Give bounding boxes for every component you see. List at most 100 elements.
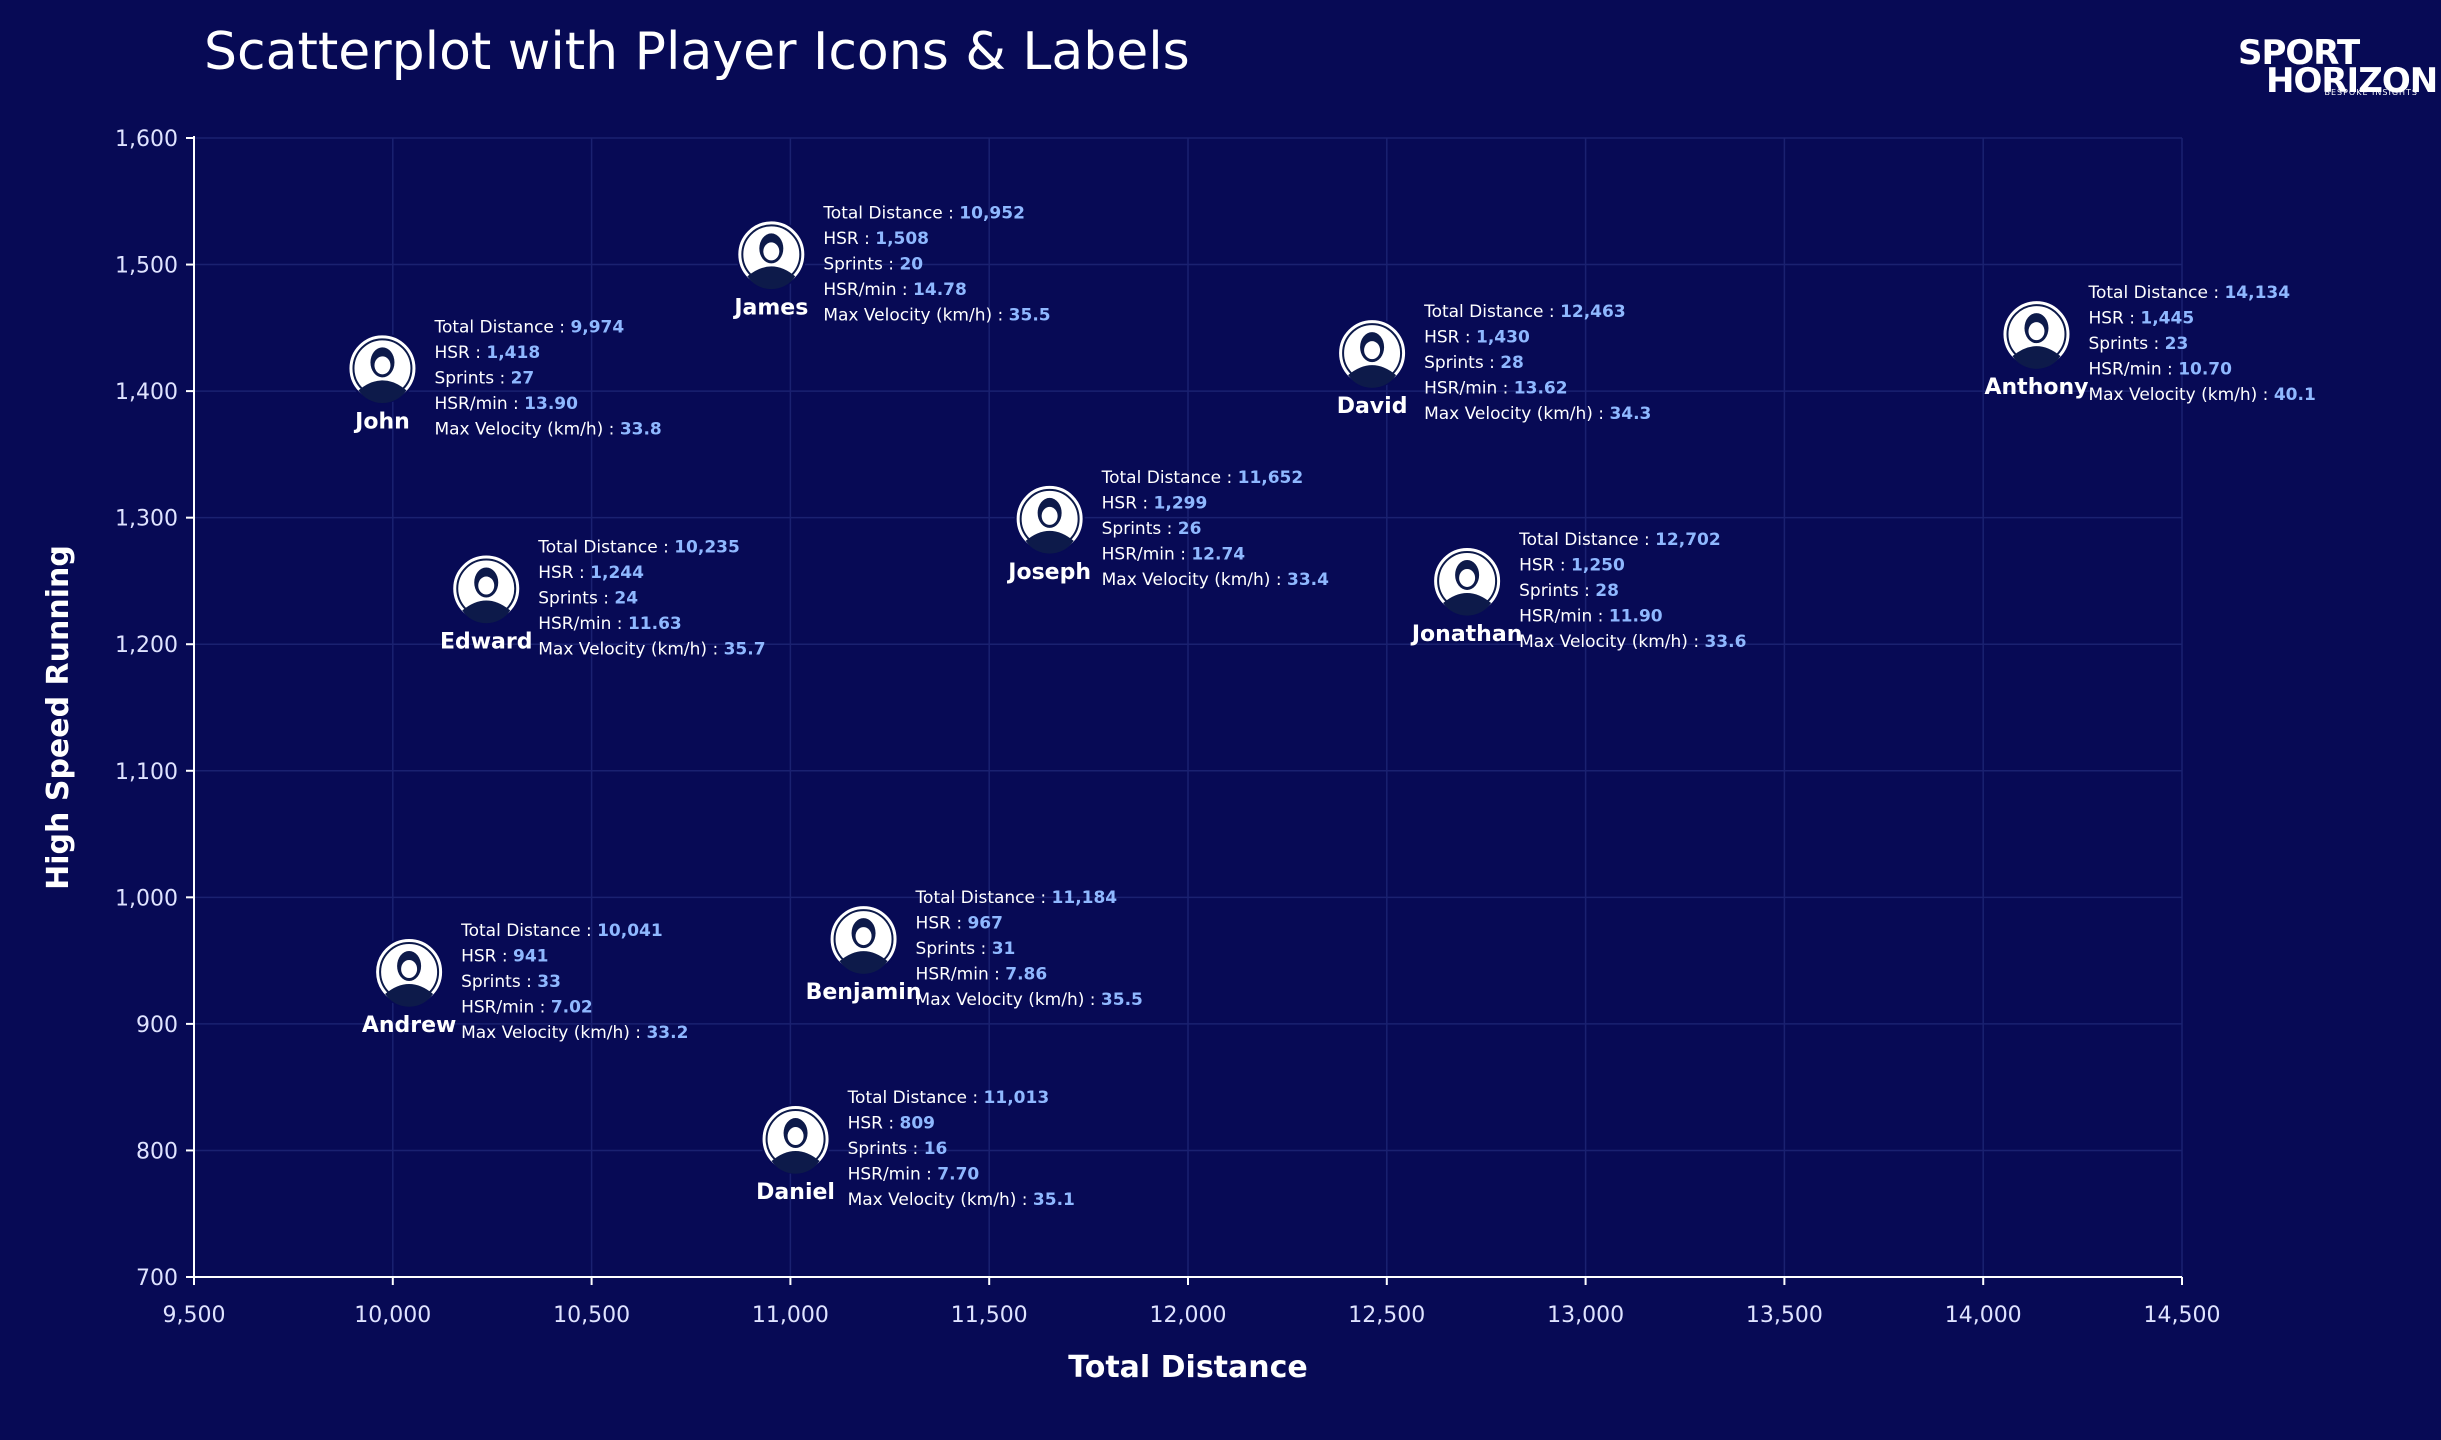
sprints-value: 28 — [1500, 353, 1524, 373]
x-tick-label: 12,500 — [1348, 1303, 1425, 1328]
player-stat-row: HSR/min : 14.78 — [823, 280, 967, 300]
data-point-jonathan: Jonathan Total Distance : 12,702 HSR : 1,2… — [1410, 530, 1747, 652]
player-stat-label: Sprints : — [1519, 581, 1595, 601]
player-stat-row: Sprints : 27 — [434, 368, 534, 388]
player-stat-label: HSR/min : — [461, 998, 551, 1018]
hsr-min-value: 13.90 — [524, 394, 578, 414]
player-stat-label: Sprints : — [916, 939, 992, 959]
player-stat-row: Total Distance : 10,952 — [822, 203, 1025, 223]
player-name-label: Joseph — [1006, 560, 1091, 585]
total-distance-value: 12,463 — [1560, 302, 1626, 322]
player-stat-row: HSR/min : 13.90 — [434, 394, 578, 414]
player-stat-label: Max Velocity (km/h) : — [1102, 570, 1287, 590]
hsr-value: 941 — [513, 947, 549, 967]
player-stat-row: HSR : 1,244 — [538, 563, 644, 583]
player-stat-label: HSR/min : — [823, 280, 913, 300]
sprints-value: 24 — [614, 589, 638, 609]
logo-line-1: SPORT — [2238, 33, 2360, 73]
x-tick-label: 13,500 — [1746, 1303, 1823, 1328]
max-velocity-value: 33.2 — [646, 1023, 688, 1043]
x-tick-label: 10,000 — [354, 1303, 431, 1328]
player-stat-row: Total Distance : 12,702 — [1518, 530, 1721, 550]
player-stat-label: HSR/min : — [434, 394, 524, 414]
player-stat-label: Total Distance : — [2087, 283, 2224, 303]
sprints-value: 16 — [924, 1139, 948, 1159]
max-velocity-value: 40.1 — [2274, 385, 2316, 405]
hsr-value: 1,445 — [2140, 309, 2194, 329]
x-tick-label: 13,000 — [1547, 1303, 1624, 1328]
y-tick-label: 800 — [136, 1139, 178, 1164]
player-stat-row: Sprints : 28 — [1519, 581, 1619, 601]
player-stat-label: HSR : — [916, 914, 968, 934]
player-stat-label: Max Velocity (km/h) : — [1519, 632, 1704, 652]
player-stat-row: Sprints : 33 — [461, 972, 561, 992]
player-stat-row: Max Velocity (km/h) : 35.5 — [916, 990, 1143, 1010]
y-tick-label: 1,200 — [115, 633, 178, 658]
player-stat-label: Total Distance : — [537, 538, 674, 558]
player-stat-label: HSR/min : — [916, 965, 1006, 985]
total-distance-value: 10,235 — [674, 538, 740, 558]
player-icon — [1014, 483, 1085, 554]
player-stat-label: Sprints : — [1102, 519, 1178, 539]
total-distance-value: 12,702 — [1655, 530, 1721, 550]
player-icon — [760, 1104, 831, 1175]
y-tick-label: 1,100 — [115, 760, 178, 785]
player-stat-row: Max Velocity (km/h) : 35.1 — [848, 1190, 1075, 1210]
player-stat-label: Total Distance : — [1101, 468, 1238, 488]
player-stat-label: Max Velocity (km/h) : — [823, 305, 1008, 325]
player-icon — [2001, 299, 2072, 370]
player-stat-label: Max Velocity (km/h) : — [1424, 404, 1609, 424]
player-stat-label: HSR/min : — [1102, 544, 1192, 564]
hsr-min-value: 13.62 — [1514, 379, 1568, 399]
hsr-value: 1,418 — [486, 343, 540, 363]
player-stat-row: Total Distance : 10,235 — [537, 538, 740, 558]
y-tick-label: 700 — [136, 1266, 178, 1291]
player-icon — [736, 219, 807, 290]
max-velocity-value: 34.3 — [1609, 404, 1651, 424]
player-stat-label: Total Distance : — [1423, 302, 1560, 322]
player-icon-shoulders — [2012, 346, 2061, 369]
hsr-value: 809 — [899, 1114, 935, 1134]
x-axis-title: Total Distance — [1068, 1350, 1308, 1385]
data-point-daniel: Daniel Total Distance : 11,013 HSR : 809 Sp… — [756, 1088, 1075, 1210]
player-stat-row: Total Distance : 11,184 — [915, 888, 1118, 908]
player-stat-label: Total Distance : — [915, 888, 1052, 908]
player-stat-label: HSR/min : — [1424, 379, 1514, 399]
player-stat-label: Max Velocity (km/h) : — [461, 1023, 646, 1043]
player-name-label: James — [732, 295, 808, 320]
player-stat-label: Sprints : — [538, 589, 614, 609]
player-icon-face — [1459, 568, 1476, 587]
player-name-label: Benjamin — [806, 980, 922, 1005]
player-stat-row: HSR : 1,445 — [2088, 309, 2194, 329]
hsr-value: 967 — [967, 914, 1003, 934]
total-distance-value: 10,952 — [959, 203, 1025, 223]
player-icon-face — [855, 927, 872, 946]
player-stat-row: HSR/min : 11.90 — [1519, 606, 1663, 626]
player-name-label: Daniel — [756, 1180, 835, 1205]
max-velocity-value: 35.7 — [724, 640, 766, 660]
player-stat-row: HSR/min : 13.62 — [1424, 379, 1568, 399]
logo-tagline: BESPOKE INSIGHTS — [2324, 88, 2418, 97]
x-tick-label: 11,500 — [951, 1303, 1028, 1328]
player-stat-label: HSR/min : — [1519, 606, 1609, 626]
sprints-value: 26 — [1178, 519, 1202, 539]
player-stat-row: Total Distance : 11,013 — [847, 1088, 1050, 1108]
player-stat-row: Max Velocity (km/h) : 33.2 — [461, 1023, 688, 1043]
player-icon-face — [478, 576, 495, 595]
logo-line-2: HORIZON — [2266, 61, 2438, 101]
data-point-joseph: Joseph Total Distance : 11,652 HSR : 1,299… — [1006, 468, 1329, 590]
hsr-value: 1,508 — [875, 229, 929, 249]
total-distance-value: 9,974 — [570, 317, 624, 337]
player-stat-row: HSR : 1,430 — [1424, 328, 1530, 348]
y-axis-title: High Speed Running — [41, 545, 76, 890]
player-stat-row: Sprints : 31 — [916, 939, 1016, 959]
player-stat-row: HSR : 967 — [916, 914, 1003, 934]
hsr-min-value: 11.90 — [1609, 606, 1663, 626]
hsr-value: 1,244 — [590, 563, 644, 583]
player-stat-label: Max Velocity (km/h) : — [538, 640, 723, 660]
player-icon-shoulders — [771, 1151, 820, 1174]
player-stat-row: HSR : 941 — [461, 947, 548, 967]
hsr-min-value: 7.86 — [1005, 965, 1047, 985]
player-stat-row: Total Distance : 14,134 — [2087, 283, 2290, 303]
player-stat-row: Max Velocity (km/h) : 35.5 — [823, 305, 1050, 325]
